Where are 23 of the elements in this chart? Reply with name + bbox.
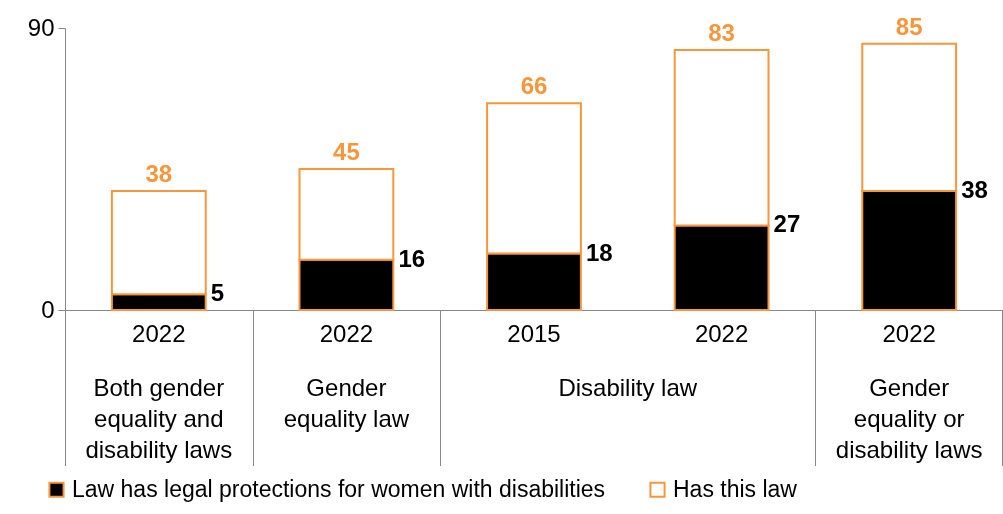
text: Gender equality or disability laws [834,373,984,465]
y-tick-label: 0 [41,295,55,323]
total-label: 45 [333,138,360,165]
x-tick-label: 2022 [694,319,749,347]
total-label: 66 [520,72,548,100]
x-tick-label: 2022 [882,319,936,347]
total-label: 83 [708,18,735,46]
x-tick-label: 2015 [507,319,561,347]
y-tick-label: 90 [27,13,55,41]
legend-label: Has this law [673,475,798,502]
text: Gender equality law [282,373,411,434]
x-tick-label: 2022 [132,319,186,347]
data-label: 38 [961,175,988,203]
data-label: 5 [210,279,225,307]
text: Both gender equality and disability laws [84,373,234,465]
total-label: 38 [145,159,173,187]
total-label: 85 [895,12,923,40]
data-label: 16 [398,244,426,272]
text: Disability law [557,373,699,403]
data-label: 18 [586,238,613,266]
x-tick-label: 2022 [319,319,374,347]
data-label: 27 [773,210,801,238]
legend-label: Law has legal protections for women with disabilities [72,475,606,502]
